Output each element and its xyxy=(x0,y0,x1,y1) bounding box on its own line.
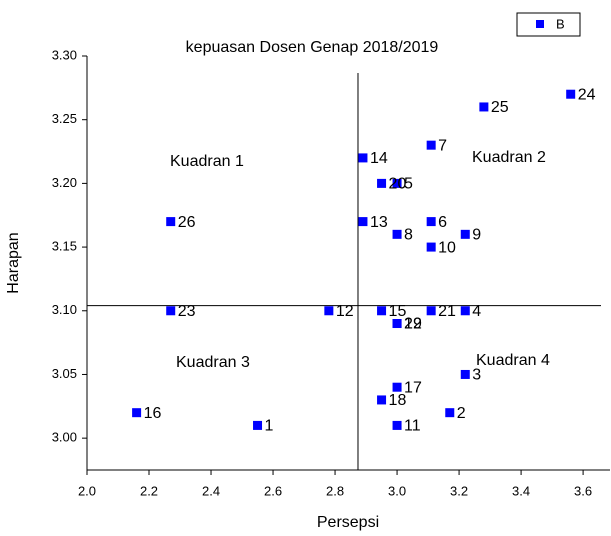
annotation: Kuadran 1 xyxy=(170,153,244,170)
point xyxy=(324,306,334,316)
point-label: 16 xyxy=(144,405,162,422)
x-tick-label: 2.0 xyxy=(78,483,96,498)
point-label: 22 xyxy=(404,316,422,333)
point xyxy=(460,229,470,239)
point-label: 15 xyxy=(389,303,407,320)
point-label: 20 xyxy=(389,176,407,193)
chart-title: kepuasan Dosen Genap 2018/2019 xyxy=(186,39,439,56)
point xyxy=(358,153,368,163)
point xyxy=(377,306,387,316)
annotation: Kuadran 3 xyxy=(176,354,250,371)
x-tick-label: 2.4 xyxy=(202,483,220,498)
x-tick-label: 2.8 xyxy=(326,483,344,498)
point-label: 9 xyxy=(472,227,481,244)
point xyxy=(566,89,576,99)
x-tick-label: 3.2 xyxy=(450,483,468,498)
point-label: 3 xyxy=(472,367,481,384)
point xyxy=(426,306,436,316)
point xyxy=(377,178,387,188)
point xyxy=(460,306,470,316)
point xyxy=(392,229,402,239)
y-tick-label: 3.00 xyxy=(52,430,77,445)
point-label: 4 xyxy=(472,303,481,320)
x-tick-label: 2.2 xyxy=(140,483,158,498)
point-label: 13 xyxy=(370,214,388,231)
point-label: 18 xyxy=(389,392,407,409)
point-label: 5 xyxy=(404,176,413,193)
x-tick-label: 3.4 xyxy=(512,483,530,498)
point-label: 2 xyxy=(457,405,466,422)
point-label: 23 xyxy=(178,303,196,320)
x-tick-label: 3.6 xyxy=(574,483,592,498)
legend-label: B xyxy=(556,16,565,31)
point-label: 8 xyxy=(404,227,413,244)
x-tick-label: 3.0 xyxy=(388,483,406,498)
point xyxy=(392,319,402,329)
y-tick-label: 3.15 xyxy=(52,239,77,254)
annotation: Kuadran 2 xyxy=(472,149,546,166)
point-label: 21 xyxy=(438,303,456,320)
legend-box xyxy=(516,12,581,37)
point-label: 19 xyxy=(404,316,422,333)
x-axis-label: Persepsi xyxy=(317,514,379,531)
point xyxy=(392,420,402,430)
point-label: 11 xyxy=(404,418,421,435)
point xyxy=(253,420,263,430)
x-tick-label: 2.6 xyxy=(264,483,282,498)
point xyxy=(426,140,436,150)
y-tick-label: 3.20 xyxy=(52,175,77,190)
point-label: 10 xyxy=(438,239,456,256)
point xyxy=(132,408,142,418)
point xyxy=(479,102,489,112)
point-label: 7 xyxy=(438,137,447,154)
y-tick-label: 3.30 xyxy=(52,47,77,62)
point xyxy=(392,178,402,188)
point-label: 14 xyxy=(370,150,388,167)
point-label: 24 xyxy=(578,86,596,103)
point-label: 6 xyxy=(438,214,447,231)
point xyxy=(445,408,455,418)
legend-marker xyxy=(536,20,544,28)
point xyxy=(426,242,436,252)
point xyxy=(426,217,436,227)
point xyxy=(358,217,368,227)
point xyxy=(377,395,387,405)
point-label: 17 xyxy=(404,379,422,396)
point xyxy=(166,217,176,227)
y-tick-label: 3.05 xyxy=(52,366,77,381)
point xyxy=(166,306,176,316)
point xyxy=(460,369,470,379)
y-tick-label: 3.25 xyxy=(52,111,77,126)
annotation: Kuadran 4 xyxy=(476,352,550,369)
point-label: 12 xyxy=(336,303,354,320)
y-axis-label: Harapan xyxy=(5,232,22,293)
point-label: 25 xyxy=(491,99,509,116)
y-tick-label: 3.10 xyxy=(52,302,77,317)
point xyxy=(392,382,402,392)
point-label: 1 xyxy=(265,418,274,435)
point-label: 26 xyxy=(178,214,196,231)
